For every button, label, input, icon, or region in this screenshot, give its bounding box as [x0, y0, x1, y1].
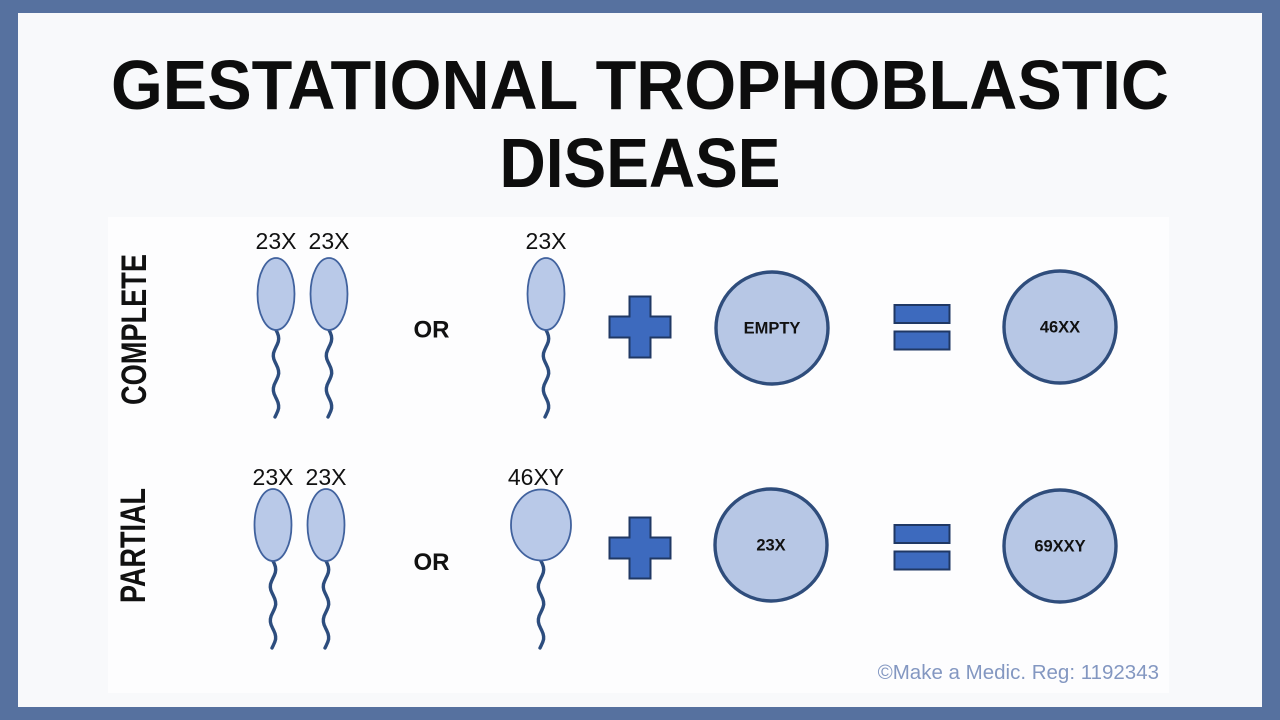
svg-text:EMPTY: EMPTY: [744, 320, 801, 338]
svg-text:COMPLETE: COMPLETE: [115, 254, 154, 405]
svg-text:69XXY: 69XXY: [1034, 538, 1085, 556]
svg-text:OR: OR: [414, 549, 450, 576]
svg-text:23X: 23X: [253, 464, 294, 490]
svg-text:46XY: 46XY: [508, 464, 564, 490]
svg-text:OR: OR: [414, 317, 450, 344]
svg-text:PARTIAL: PARTIAL: [114, 488, 153, 603]
svg-text:©Make a Medic. Reg: 1192343: ©Make a Medic. Reg: 1192343: [878, 661, 1159, 684]
svg-text:DISEASE: DISEASE: [500, 124, 781, 202]
svg-text:23X: 23X: [756, 537, 785, 555]
svg-text:23X: 23X: [306, 464, 347, 490]
svg-text:GESTATIONAL TROPHOBLASTIC: GESTATIONAL TROPHOBLASTIC: [111, 46, 1169, 124]
svg-text:23X: 23X: [309, 228, 350, 254]
svg-text:23X: 23X: [256, 228, 297, 254]
svg-text:23X: 23X: [526, 228, 567, 254]
svg-text:46XX: 46XX: [1040, 319, 1080, 337]
